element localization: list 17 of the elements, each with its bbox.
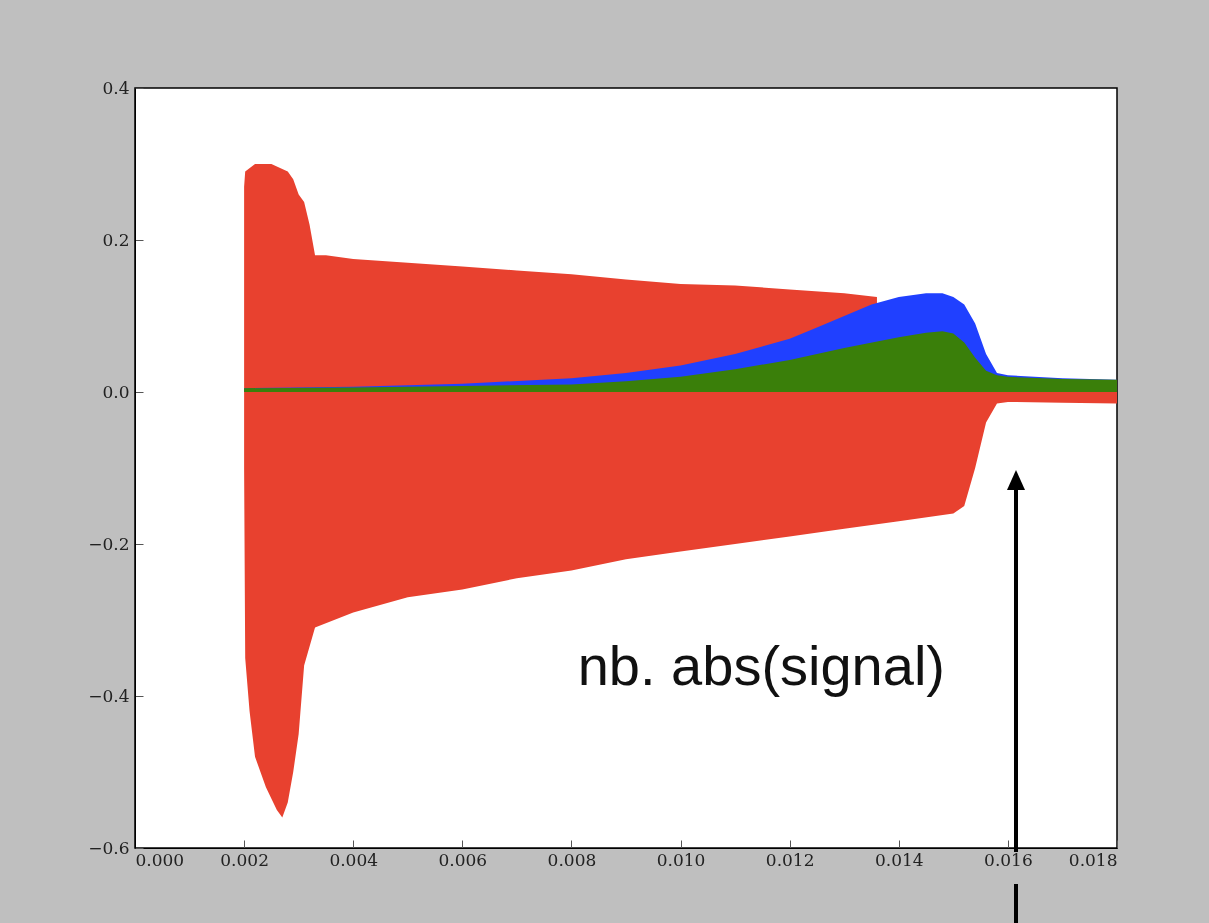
y-tick-label: 0.0 — [102, 381, 130, 402]
x-tick-label: 0.010 — [656, 849, 706, 870]
x-tick-label: 0.002 — [220, 849, 269, 870]
x-tick-label: 0.016 — [984, 849, 1033, 870]
x-tick-label: 0.000 — [135, 849, 185, 870]
y-tick-label: −0.6 — [88, 837, 130, 858]
x-tick-label: 0.012 — [765, 849, 815, 870]
y-tick-label: −0.4 — [88, 685, 130, 706]
x-tick-label: 0.008 — [547, 849, 597, 870]
y-tick-label: −0.2 — [88, 533, 130, 554]
x-tick-label: 0.014 — [874, 849, 924, 870]
x-tick-label: 0.004 — [329, 849, 379, 870]
x-tick-label: 0.018 — [1068, 849, 1118, 870]
y-tick-label: 0.4 — [102, 77, 130, 98]
annotation: nb. abs(signal) — [577, 634, 945, 697]
y-tick-label: 0.2 — [102, 229, 130, 250]
x-tick-label: 0.006 — [438, 849, 488, 870]
